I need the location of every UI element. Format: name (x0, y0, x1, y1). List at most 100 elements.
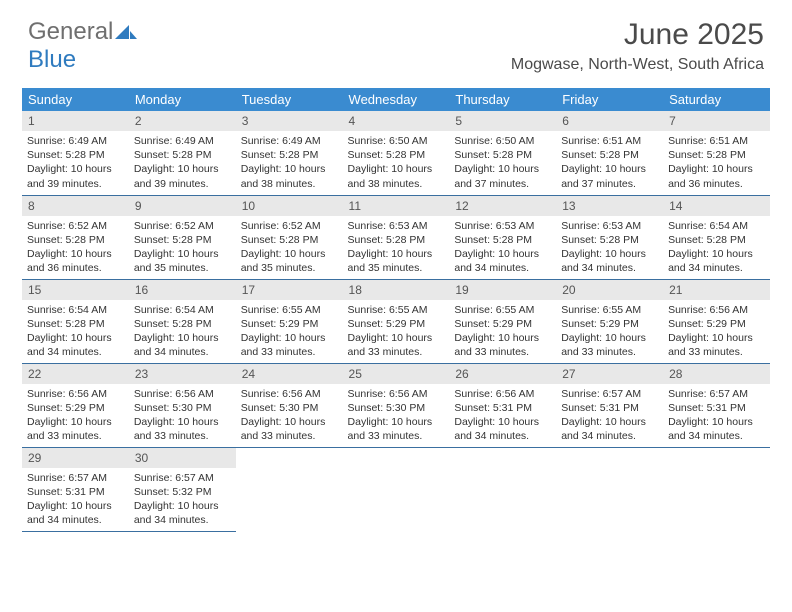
daylight-line: Daylight: 10 hours and 35 minutes. (348, 247, 445, 275)
sunrise-line: Sunrise: 6:54 AM (134, 303, 231, 317)
calendar-row: 15Sunrise: 6:54 AMSunset: 5:28 PMDayligh… (22, 279, 770, 363)
day-info: Sunrise: 6:56 AMSunset: 5:29 PMDaylight:… (22, 384, 129, 447)
calendar-cell: 12Sunrise: 6:53 AMSunset: 5:28 PMDayligh… (449, 195, 556, 279)
day-number: 9 (129, 196, 236, 216)
sunset-line: Sunset: 5:30 PM (134, 401, 231, 415)
day-info: Sunrise: 6:55 AMSunset: 5:29 PMDaylight:… (236, 300, 343, 363)
sunrise-line: Sunrise: 6:50 AM (454, 134, 551, 148)
daylight-line: Daylight: 10 hours and 33 minutes. (561, 331, 658, 359)
day-number: 26 (449, 364, 556, 384)
sunset-line: Sunset: 5:29 PM (27, 401, 124, 415)
sunset-line: Sunset: 5:31 PM (27, 485, 124, 499)
daylight-line: Daylight: 10 hours and 36 minutes. (27, 247, 124, 275)
sunrise-line: Sunrise: 6:57 AM (668, 387, 765, 401)
logo-part2: Blue (28, 46, 76, 73)
day-info: Sunrise: 6:56 AMSunset: 5:29 PMDaylight:… (663, 300, 770, 363)
daylight-line: Daylight: 10 hours and 34 minutes. (454, 247, 551, 275)
weekday-monday: Monday (129, 88, 236, 111)
sunset-line: Sunset: 5:30 PM (241, 401, 338, 415)
day-info: Sunrise: 6:53 AMSunset: 5:28 PMDaylight:… (556, 216, 663, 279)
day-number: 19 (449, 280, 556, 300)
logo-text: General Blue (28, 18, 137, 74)
day-number: 15 (22, 280, 129, 300)
calendar-cell (343, 447, 450, 531)
sunrise-line: Sunrise: 6:54 AM (27, 303, 124, 317)
weekday-tuesday: Tuesday (236, 88, 343, 111)
sunset-line: Sunset: 5:29 PM (241, 317, 338, 331)
weekday-thursday: Thursday (449, 88, 556, 111)
day-info: Sunrise: 6:55 AMSunset: 5:29 PMDaylight:… (556, 300, 663, 363)
day-number: 4 (343, 111, 450, 131)
sunrise-line: Sunrise: 6:52 AM (134, 219, 231, 233)
sunset-line: Sunset: 5:28 PM (27, 148, 124, 162)
month-title: June 2025 (511, 18, 764, 52)
day-number: 23 (129, 364, 236, 384)
sunrise-line: Sunrise: 6:57 AM (27, 471, 124, 485)
day-info: Sunrise: 6:50 AMSunset: 5:28 PMDaylight:… (449, 131, 556, 194)
weekday-wednesday: Wednesday (343, 88, 450, 111)
sunrise-line: Sunrise: 6:56 AM (241, 387, 338, 401)
sunrise-line: Sunrise: 6:56 AM (668, 303, 765, 317)
calendar-cell: 24Sunrise: 6:56 AMSunset: 5:30 PMDayligh… (236, 363, 343, 447)
daylight-line: Daylight: 10 hours and 33 minutes. (348, 415, 445, 443)
day-info: Sunrise: 6:53 AMSunset: 5:28 PMDaylight:… (343, 216, 450, 279)
sunrise-line: Sunrise: 6:52 AM (241, 219, 338, 233)
day-number: 12 (449, 196, 556, 216)
day-number: 11 (343, 196, 450, 216)
sunset-line: Sunset: 5:28 PM (348, 148, 445, 162)
day-info: Sunrise: 6:54 AMSunset: 5:28 PMDaylight:… (22, 300, 129, 363)
daylight-line: Daylight: 10 hours and 39 minutes. (134, 162, 231, 190)
day-number: 28 (663, 364, 770, 384)
calendar-cell (556, 447, 663, 531)
calendar-cell: 25Sunrise: 6:56 AMSunset: 5:30 PMDayligh… (343, 363, 450, 447)
day-info: Sunrise: 6:50 AMSunset: 5:28 PMDaylight:… (343, 131, 450, 194)
calendar-cell: 15Sunrise: 6:54 AMSunset: 5:28 PMDayligh… (22, 279, 129, 363)
daylight-line: Daylight: 10 hours and 37 minutes. (561, 162, 658, 190)
calendar-cell: 11Sunrise: 6:53 AMSunset: 5:28 PMDayligh… (343, 195, 450, 279)
sunset-line: Sunset: 5:29 PM (561, 317, 658, 331)
sunset-line: Sunset: 5:28 PM (27, 317, 124, 331)
calendar-cell: 2Sunrise: 6:49 AMSunset: 5:28 PMDaylight… (129, 111, 236, 195)
day-number: 3 (236, 111, 343, 131)
calendar-cell (449, 447, 556, 531)
day-number: 10 (236, 196, 343, 216)
sunset-line: Sunset: 5:31 PM (454, 401, 551, 415)
sunrise-line: Sunrise: 6:55 AM (454, 303, 551, 317)
daylight-line: Daylight: 10 hours and 34 minutes. (134, 499, 231, 527)
daylight-line: Daylight: 10 hours and 33 minutes. (348, 331, 445, 359)
calendar-cell: 16Sunrise: 6:54 AMSunset: 5:28 PMDayligh… (129, 279, 236, 363)
calendar-cell: 1Sunrise: 6:49 AMSunset: 5:28 PMDaylight… (22, 111, 129, 195)
sunset-line: Sunset: 5:29 PM (668, 317, 765, 331)
day-number: 5 (449, 111, 556, 131)
daylight-line: Daylight: 10 hours and 33 minutes. (668, 331, 765, 359)
day-info: Sunrise: 6:54 AMSunset: 5:28 PMDaylight:… (663, 216, 770, 279)
sunrise-line: Sunrise: 6:54 AM (668, 219, 765, 233)
sunset-line: Sunset: 5:31 PM (561, 401, 658, 415)
logo-sail-icon (115, 26, 137, 43)
sunset-line: Sunset: 5:28 PM (561, 233, 658, 247)
sunset-line: Sunset: 5:28 PM (454, 233, 551, 247)
daylight-line: Daylight: 10 hours and 37 minutes. (454, 162, 551, 190)
calendar-cell (663, 447, 770, 531)
sunset-line: Sunset: 5:30 PM (348, 401, 445, 415)
sunrise-line: Sunrise: 6:53 AM (348, 219, 445, 233)
day-number: 21 (663, 280, 770, 300)
calendar-row: 29 Sunrise: 6:57 AMSunset: 5:31 PM Dayligh… (22, 447, 770, 531)
weekday-sunday: Sunday (22, 88, 129, 111)
weekday-friday: Friday (556, 88, 663, 111)
day-number: 6 (556, 111, 663, 131)
day-number: 29 (22, 448, 129, 468)
daylight-line: Daylight: 10 hours and 36 minutes. (668, 162, 765, 190)
daylight-line: Daylight: 10 hours and 39 minutes. (27, 162, 124, 190)
calendar-cell: 29Sunrise: 6:57 AMSunset: 5:31 PMDayligh… (22, 447, 129, 531)
day-info: Sunrise: 6:52 AMSunset: 5:28 PMDaylight:… (129, 216, 236, 279)
day-info: Sunrise: 6:52 AMSunset: 5:28 PMDaylight:… (22, 216, 129, 279)
day-number: 1 (22, 111, 129, 131)
calendar-cell: 5Sunrise: 6:50 AMSunset: 5:28 PMDaylight… (449, 111, 556, 195)
day-info: Sunrise: 6:56 AMSunset: 5:30 PMDaylight:… (343, 384, 450, 447)
header: General Blue June 2025 Mogwase, North-We… (0, 0, 792, 80)
day-info: Sunrise: 6:56 AMSunset: 5:30 PMDaylight:… (236, 384, 343, 447)
day-info: Sunrise: 6:49 AMSunset: 5:28 PMDaylight:… (22, 131, 129, 194)
sunset-line: Sunset: 5:28 PM (561, 148, 658, 162)
calendar-cell: 17Sunrise: 6:55 AMSunset: 5:29 PMDayligh… (236, 279, 343, 363)
